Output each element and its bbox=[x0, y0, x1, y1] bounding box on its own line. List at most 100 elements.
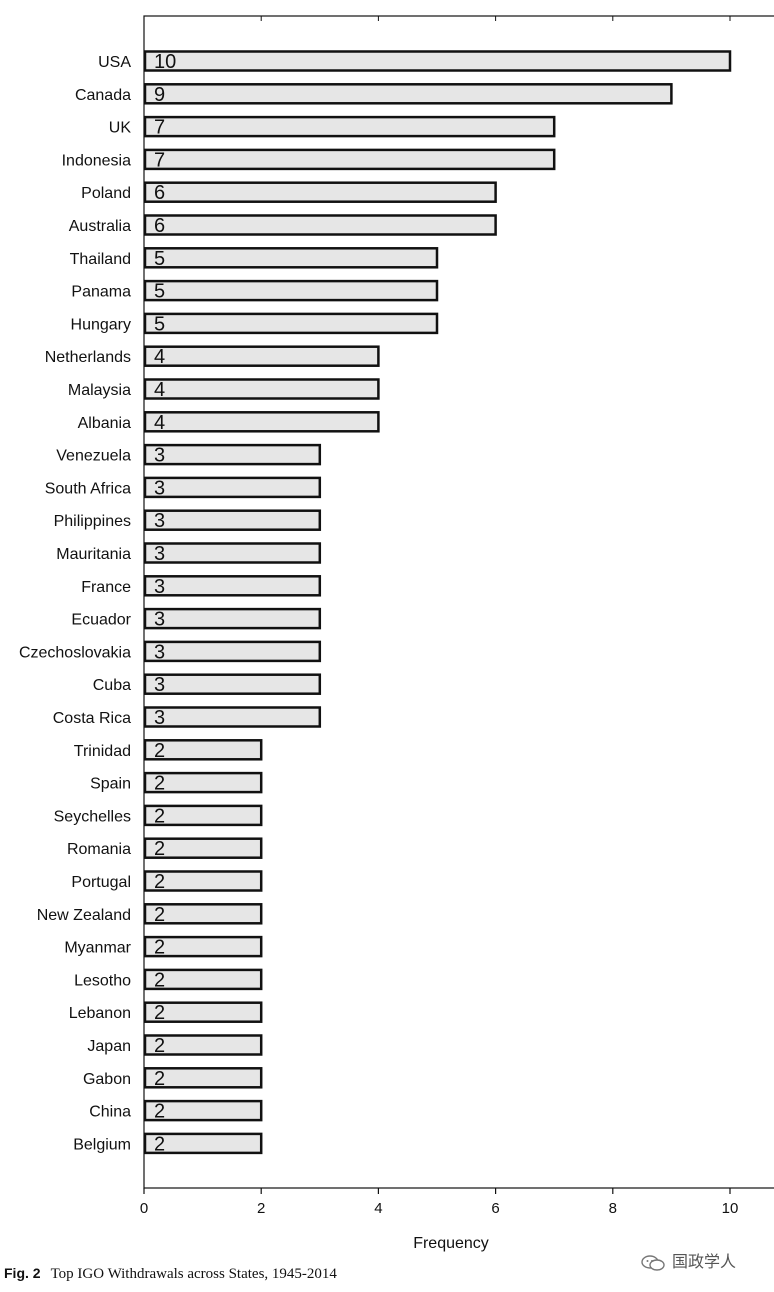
bar bbox=[143, 148, 556, 171]
bar bbox=[143, 804, 263, 827]
value-label: 2 bbox=[154, 937, 165, 959]
value-label: 3 bbox=[154, 477, 165, 499]
category-label: Panama bbox=[71, 284, 131, 301]
bar bbox=[143, 1099, 263, 1122]
bar bbox=[143, 279, 439, 302]
value-label: 7 bbox=[154, 117, 165, 139]
value-label: 3 bbox=[154, 674, 165, 696]
value-label: 2 bbox=[154, 904, 165, 926]
plot-frame bbox=[143, 15, 774, 1189]
category-label: Lebanon bbox=[69, 1005, 131, 1022]
bar bbox=[143, 247, 439, 269]
bar bbox=[143, 509, 322, 531]
category-label: China bbox=[89, 1104, 131, 1121]
bar bbox=[143, 771, 263, 794]
category-label: Lesotho bbox=[74, 972, 131, 989]
category-label: Thailand bbox=[70, 251, 131, 268]
bar bbox=[143, 378, 380, 400]
value-label: 2 bbox=[154, 1133, 165, 1155]
category-label: Mauritania bbox=[56, 546, 131, 563]
category-label: Hungary bbox=[71, 316, 131, 333]
category-label: Ecuador bbox=[71, 612, 131, 629]
wechat-icon bbox=[641, 1254, 665, 1271]
chart-axes bbox=[143, 15, 774, 1189]
bar bbox=[143, 935, 263, 958]
value-label: 2 bbox=[154, 773, 165, 795]
bar bbox=[143, 1034, 263, 1056]
value-label: 2 bbox=[154, 740, 165, 762]
value-label: 2 bbox=[154, 871, 165, 893]
bar bbox=[143, 443, 322, 466]
value-label: 3 bbox=[154, 445, 165, 467]
x-tick-label: 6 bbox=[491, 1200, 499, 1217]
x-tick-label: 4 bbox=[374, 1200, 382, 1217]
value-label: 2 bbox=[154, 1101, 165, 1123]
category-label: Czechoslovakia bbox=[19, 644, 131, 661]
bar bbox=[143, 739, 263, 761]
category-label: Seychelles bbox=[54, 808, 131, 825]
bar bbox=[143, 1132, 263, 1155]
category-label: Japan bbox=[87, 1038, 131, 1055]
value-label: 3 bbox=[154, 510, 165, 532]
bar bbox=[143, 837, 263, 859]
value-label: 9 bbox=[154, 84, 165, 106]
category-label: Canada bbox=[75, 87, 131, 104]
value-label: 2 bbox=[154, 1002, 165, 1024]
bar bbox=[143, 903, 263, 925]
category-label: Costa Rica bbox=[53, 710, 131, 727]
category-label: Malaysia bbox=[68, 382, 131, 399]
category-label: Cuba bbox=[93, 677, 131, 694]
x-tick-label: 2 bbox=[257, 1200, 265, 1217]
value-labels: 10 9 7 7 6 6 5 5 5 4 4 4 3 3 3 3 3 3 3 3 3 2 2 2 2 2 2 2 2 2 2 2 2 2 bbox=[154, 51, 176, 1155]
bar bbox=[143, 673, 322, 695]
category-label: Australia bbox=[69, 218, 131, 235]
value-label: 2 bbox=[154, 1068, 165, 1090]
value-label: 6 bbox=[154, 182, 165, 204]
category-label: France bbox=[81, 579, 131, 596]
bar bbox=[143, 115, 556, 138]
value-label: 4 bbox=[154, 412, 165, 434]
category-label: Myanmar bbox=[64, 940, 131, 957]
value-label: 2 bbox=[154, 1035, 165, 1057]
bar bbox=[143, 542, 322, 564]
bar bbox=[143, 575, 322, 597]
bar bbox=[143, 968, 263, 991]
category-label: Albania bbox=[78, 415, 131, 432]
category-label: Netherlands bbox=[45, 349, 131, 366]
category-label: New Zealand bbox=[37, 907, 131, 924]
bar bbox=[143, 607, 322, 630]
category-label: South Africa bbox=[45, 480, 131, 497]
value-label: 2 bbox=[154, 838, 165, 860]
value-label: 2 bbox=[154, 969, 165, 991]
category-label: UK bbox=[109, 120, 132, 137]
watermark-text: 国政学人 bbox=[672, 1252, 737, 1271]
value-label: 3 bbox=[154, 576, 165, 598]
bar bbox=[143, 476, 322, 499]
value-label: 5 bbox=[154, 313, 165, 335]
figure-caption-text: Top IGO Withdrawals across States, 1945-… bbox=[50, 1266, 337, 1282]
bar bbox=[143, 50, 732, 72]
value-label: 6 bbox=[154, 215, 165, 237]
value-label: 10 bbox=[154, 51, 176, 73]
chart-bars bbox=[143, 50, 732, 1155]
bar bbox=[143, 411, 380, 433]
bar bbox=[143, 1001, 263, 1023]
category-label: Gabon bbox=[83, 1071, 131, 1088]
value-label: 5 bbox=[154, 248, 165, 270]
x-axis-title: Frequency bbox=[413, 1235, 489, 1252]
category-label: Romania bbox=[67, 841, 131, 858]
value-label: 3 bbox=[154, 543, 165, 565]
category-label: Poland bbox=[81, 185, 131, 202]
x-axis-ticks: 0 2 4 6 8 10 bbox=[140, 1188, 739, 1217]
category-label: Indonesia bbox=[62, 152, 131, 169]
category-label: Venezuela bbox=[56, 448, 131, 465]
value-label: 4 bbox=[154, 379, 165, 401]
bar bbox=[143, 1067, 263, 1089]
value-label: 2 bbox=[154, 805, 165, 827]
x-tick-label: 10 bbox=[722, 1200, 739, 1217]
bar bbox=[143, 181, 497, 203]
value-label: 7 bbox=[154, 149, 165, 171]
bar bbox=[143, 345, 380, 367]
category-label: USA bbox=[98, 54, 131, 71]
